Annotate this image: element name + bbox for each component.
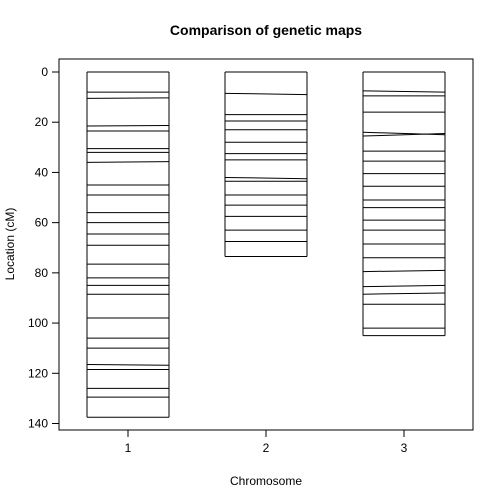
chromosome-2 xyxy=(224,71,308,258)
marker-line xyxy=(224,176,308,180)
marker-line xyxy=(86,161,170,163)
x-axis-label: Chromosome xyxy=(230,474,302,488)
y-tick-label: 140 xyxy=(28,417,48,431)
chromosome-1 xyxy=(86,71,170,418)
marker-line xyxy=(362,292,446,295)
marker-line xyxy=(86,97,170,99)
y-axis: 0 20 40 60 80 100 120 140 xyxy=(28,65,60,431)
y-tick-label: 60 xyxy=(35,216,49,230)
marker-line xyxy=(224,92,308,96)
y-tick-label: 20 xyxy=(35,115,49,129)
chromosome-group xyxy=(86,71,446,418)
chromosome-3 xyxy=(362,71,446,337)
x-tick-label: 3 xyxy=(401,441,408,455)
y-tick-label: 80 xyxy=(35,266,49,280)
y-tick-label: 0 xyxy=(41,65,48,79)
x-tick-label: 1 xyxy=(125,441,132,455)
y-tick-label: 40 xyxy=(35,165,49,179)
y-tick-label: 120 xyxy=(28,366,48,380)
x-axis: 1 2 3 xyxy=(125,429,408,455)
marker-line xyxy=(362,133,446,137)
marker-line xyxy=(362,269,446,273)
y-tick-label: 100 xyxy=(28,316,48,330)
chart-title: Comparison of genetic maps xyxy=(170,22,362,38)
marker-line xyxy=(362,90,446,93)
marker-line xyxy=(86,363,170,366)
marker-line xyxy=(362,284,446,288)
marker-line xyxy=(86,124,170,127)
y-axis-label: Location (cM) xyxy=(3,208,17,281)
x-tick-label: 2 xyxy=(263,441,270,455)
